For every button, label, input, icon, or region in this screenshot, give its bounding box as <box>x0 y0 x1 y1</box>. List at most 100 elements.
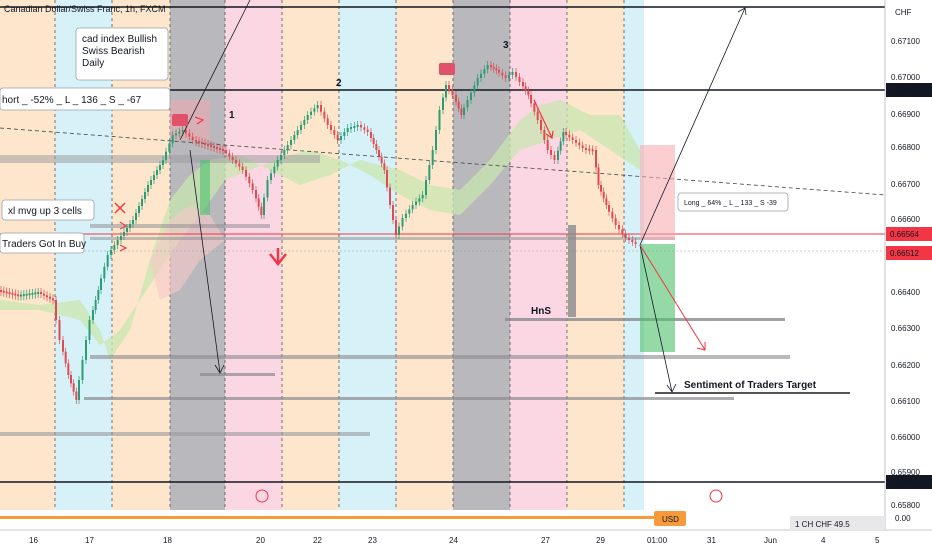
candle-body <box>565 132 567 135</box>
candle-body <box>320 105 322 112</box>
candle-body <box>135 213 137 220</box>
trend-arrows <box>114 0 747 393</box>
candle-body <box>150 180 152 185</box>
candle-body <box>168 143 171 152</box>
wave-2-label: 2 <box>336 78 342 89</box>
candle-body <box>435 130 437 150</box>
candle-body <box>546 140 549 150</box>
candle-body <box>448 85 450 90</box>
candle-body <box>533 103 536 112</box>
hns-label: HnS <box>531 306 551 317</box>
candle-body <box>530 95 532 104</box>
candle-body <box>578 142 581 146</box>
candle-body <box>486 65 489 70</box>
xl-mvg-annotation: xl mvg up 3 cells <box>8 206 82 217</box>
candle-body <box>431 150 434 165</box>
candle-body <box>455 95 457 102</box>
price-tick-label: 0.66300 <box>891 324 920 333</box>
time-tick-label: 27 <box>541 536 550 545</box>
candle-body <box>20 294 22 297</box>
candle-body <box>490 65 492 67</box>
time-tick-label: 4 <box>821 536 826 545</box>
indicator-legend: 1 CH CHF 49.5 <box>790 516 885 530</box>
candle-body <box>460 108 463 115</box>
candle-body <box>231 156 234 160</box>
time-axis[interactable]: 16 17 18 20 22 23 24 27 29 01:00 31 Jun 4 5 <box>0 529 932 550</box>
candle-body <box>340 136 342 140</box>
price-tick-label: 0.67000 <box>891 73 920 82</box>
candle-body <box>31 292 34 295</box>
candle-body <box>43 293 45 296</box>
candle-body <box>360 125 362 128</box>
candle-body <box>238 163 241 167</box>
price-tick-label: 0.66100 <box>891 397 920 406</box>
candle-body <box>58 320 61 340</box>
candle-body <box>263 197 265 215</box>
candle-body <box>280 155 282 160</box>
candle-body <box>78 380 80 400</box>
candle-body <box>543 130 546 140</box>
candle-body <box>470 92 472 100</box>
candle-body <box>597 167 600 185</box>
ichimoku-cloud <box>0 100 640 360</box>
time-tick-label: 5 <box>875 536 880 545</box>
candle-body <box>356 125 359 127</box>
candle-body <box>425 180 427 195</box>
price-tick-label: 0.66200 <box>891 361 920 370</box>
candle-body <box>591 149 594 152</box>
candle-body <box>266 180 269 198</box>
candle-body <box>389 187 391 205</box>
cad-index-line2: Swiss Bearish <box>82 46 145 57</box>
candle-body <box>286 145 289 150</box>
candle-body <box>473 85 476 93</box>
candle-body <box>178 131 181 134</box>
symbol-title[interactable]: Canadian Dollar/Swiss Franc, 1h, FXCM <box>4 4 166 14</box>
candle-body <box>191 136 194 140</box>
time-tick-label: 29 <box>596 536 605 545</box>
candle-body <box>451 90 454 95</box>
price-tick-label: 0.66700 <box>891 180 920 189</box>
candle-body <box>144 192 146 199</box>
candle-body <box>536 111 539 120</box>
candle-body <box>618 225 620 230</box>
candle-body <box>235 160 237 164</box>
candle-body <box>438 110 441 130</box>
short-annotation: hort _ -52% _ L _ 136 _ S _ -67 <box>2 95 142 106</box>
price-axis[interactable]: 0.67100 0.67000 0.66900 0.66800 0.66700 0.666… <box>884 0 932 530</box>
candle-body <box>363 127 366 130</box>
candle-body <box>380 156 383 164</box>
annotation-boxes[interactable]: cad index Bullish Swiss Bearish Daily ho… <box>0 27 817 391</box>
price-badge <box>886 83 932 97</box>
candle-body <box>198 141 200 143</box>
time-tick-label: 23 <box>368 536 377 545</box>
price-badge-label: 0.66963 <box>890 86 919 95</box>
candle-body <box>343 132 346 136</box>
candle-body <box>116 240 119 245</box>
candle-body <box>605 198 608 205</box>
time-tick-label: 22 <box>313 536 322 545</box>
candle-body <box>270 173 272 180</box>
candle-body <box>445 85 447 98</box>
candle-body <box>52 298 54 301</box>
candle-body <box>326 118 329 125</box>
candle-body <box>0 290 2 292</box>
candle-body <box>372 138 375 144</box>
price-tick-label: 0.67100 <box>891 37 920 46</box>
usd-badge[interactable]: USD <box>654 511 686 526</box>
candle-body <box>621 229 624 234</box>
candle-body <box>428 165 431 180</box>
candle-body <box>353 126 356 128</box>
traders-buy-annotation: Traders Got In Buy <box>2 239 86 250</box>
candle-body <box>22 294 25 297</box>
candle-body <box>64 351 67 364</box>
price-candles <box>0 61 637 404</box>
candle-body <box>395 220 397 235</box>
candle-body <box>70 375 72 384</box>
price-tick-label: 0.66000 <box>891 433 920 442</box>
time-tick-label: 24 <box>449 536 458 545</box>
candle-body <box>62 340 64 352</box>
candle-body <box>28 293 31 296</box>
candle-body <box>132 220 134 224</box>
candle-body <box>386 170 388 188</box>
